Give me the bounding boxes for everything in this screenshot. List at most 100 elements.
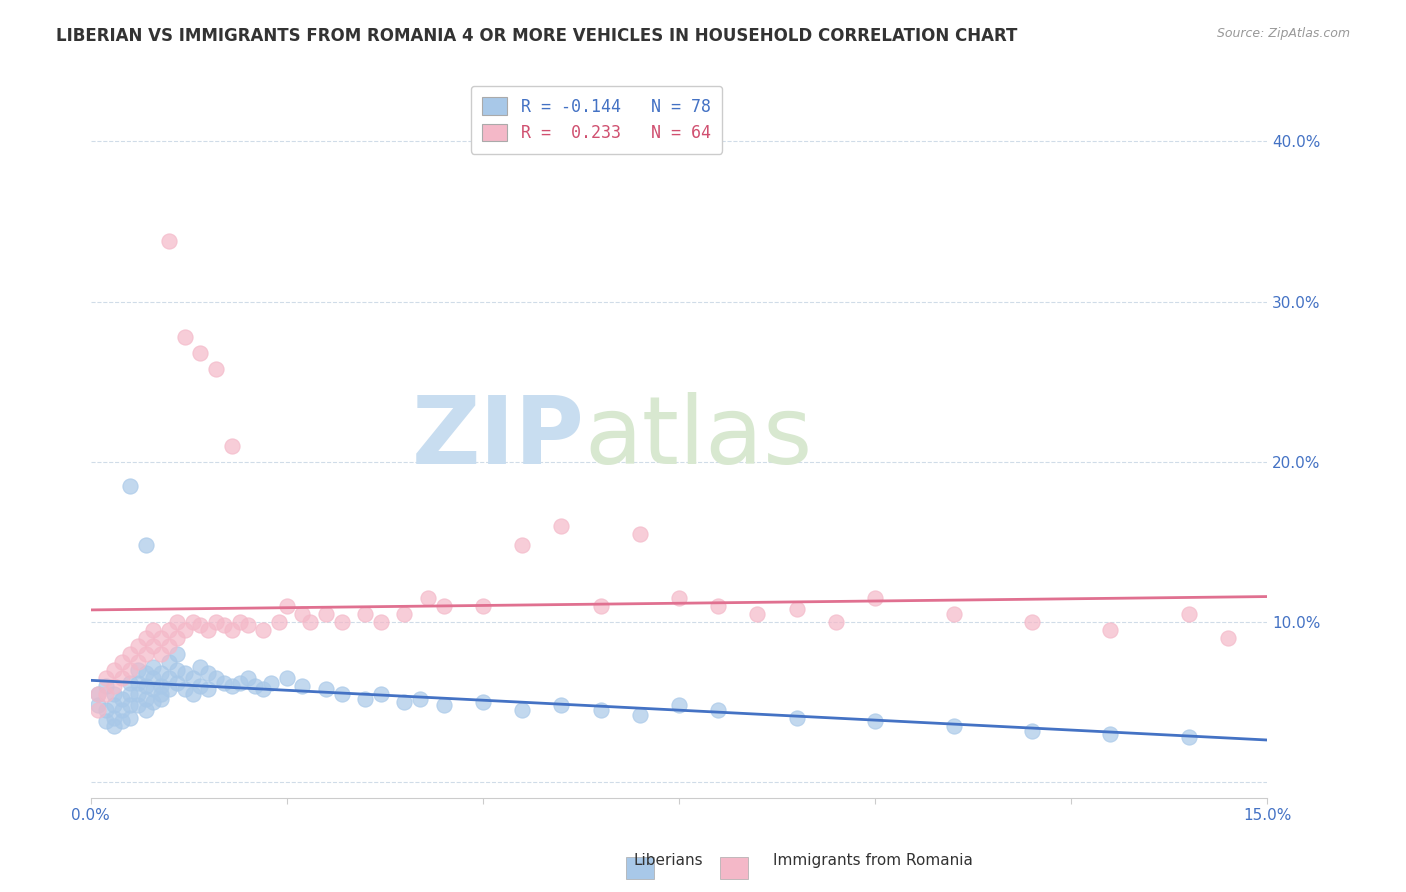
- Point: [276, 599, 298, 613]
- Point: [228, 615, 250, 629]
- Point: [157, 623, 180, 637]
- Point: [111, 691, 134, 706]
- Point: [354, 607, 377, 621]
- Point: [299, 615, 322, 629]
- Point: [221, 679, 243, 693]
- Point: [157, 655, 180, 669]
- Point: [127, 698, 149, 713]
- Point: [111, 671, 134, 685]
- Point: [245, 679, 267, 693]
- Point: [628, 707, 651, 722]
- Point: [150, 687, 173, 701]
- Point: [96, 687, 118, 701]
- Point: [157, 671, 180, 685]
- Point: [118, 479, 141, 493]
- Point: [291, 679, 314, 693]
- Point: [197, 623, 219, 637]
- Point: [589, 599, 612, 613]
- Point: [173, 682, 195, 697]
- Point: [96, 679, 118, 693]
- Point: [205, 671, 228, 685]
- Point: [370, 687, 392, 701]
- Point: [190, 659, 212, 673]
- Point: [150, 679, 173, 693]
- Point: [127, 663, 149, 677]
- Point: [942, 719, 965, 733]
- Point: [103, 679, 125, 693]
- Point: [221, 439, 243, 453]
- Point: [252, 623, 274, 637]
- Point: [118, 647, 141, 661]
- Point: [142, 659, 165, 673]
- Point: [87, 698, 110, 713]
- Point: [166, 647, 188, 661]
- Point: [157, 639, 180, 653]
- Point: [330, 687, 353, 701]
- Point: [221, 623, 243, 637]
- Point: [409, 691, 432, 706]
- Point: [181, 615, 204, 629]
- Point: [471, 695, 494, 709]
- Point: [103, 711, 125, 725]
- Point: [157, 682, 180, 697]
- Point: [197, 666, 219, 681]
- Point: [118, 663, 141, 677]
- Point: [166, 675, 188, 690]
- Point: [942, 607, 965, 621]
- Point: [142, 639, 165, 653]
- Point: [87, 687, 110, 701]
- Point: [786, 602, 808, 616]
- Point: [354, 691, 377, 706]
- Point: [212, 618, 235, 632]
- Point: [118, 687, 141, 701]
- Point: [96, 714, 118, 729]
- Point: [150, 691, 173, 706]
- Point: [173, 623, 195, 637]
- Point: [150, 631, 173, 645]
- Point: [96, 703, 118, 717]
- Point: [142, 623, 165, 637]
- Point: [135, 631, 157, 645]
- Point: [236, 618, 259, 632]
- Point: [87, 703, 110, 717]
- Point: [127, 639, 149, 653]
- Point: [103, 719, 125, 733]
- Point: [628, 526, 651, 541]
- Point: [197, 682, 219, 697]
- Point: [103, 663, 125, 677]
- Point: [1178, 607, 1201, 621]
- Point: [111, 655, 134, 669]
- Point: [550, 698, 572, 713]
- Point: [142, 695, 165, 709]
- Point: [135, 666, 157, 681]
- Point: [668, 591, 690, 605]
- Point: [127, 675, 149, 690]
- Point: [291, 607, 314, 621]
- Point: [103, 698, 125, 713]
- Point: [260, 675, 283, 690]
- Point: [212, 675, 235, 690]
- Point: [668, 698, 690, 713]
- Point: [707, 599, 730, 613]
- Point: [190, 618, 212, 632]
- Legend: R = -0.144   N = 78, R =  0.233   N = 64: R = -0.144 N = 78, R = 0.233 N = 64: [471, 86, 723, 153]
- Point: [135, 703, 157, 717]
- Point: [127, 687, 149, 701]
- Point: [228, 675, 250, 690]
- Point: [315, 607, 337, 621]
- Point: [433, 599, 456, 613]
- Point: [747, 607, 769, 621]
- Point: [276, 671, 298, 685]
- Point: [707, 703, 730, 717]
- Point: [1021, 615, 1043, 629]
- Text: ZIP: ZIP: [412, 392, 585, 483]
- Point: [370, 615, 392, 629]
- Point: [1099, 623, 1122, 637]
- Point: [96, 671, 118, 685]
- Point: [205, 362, 228, 376]
- Point: [267, 615, 290, 629]
- Point: [330, 615, 353, 629]
- Point: [236, 671, 259, 685]
- Point: [190, 679, 212, 693]
- Point: [111, 714, 134, 729]
